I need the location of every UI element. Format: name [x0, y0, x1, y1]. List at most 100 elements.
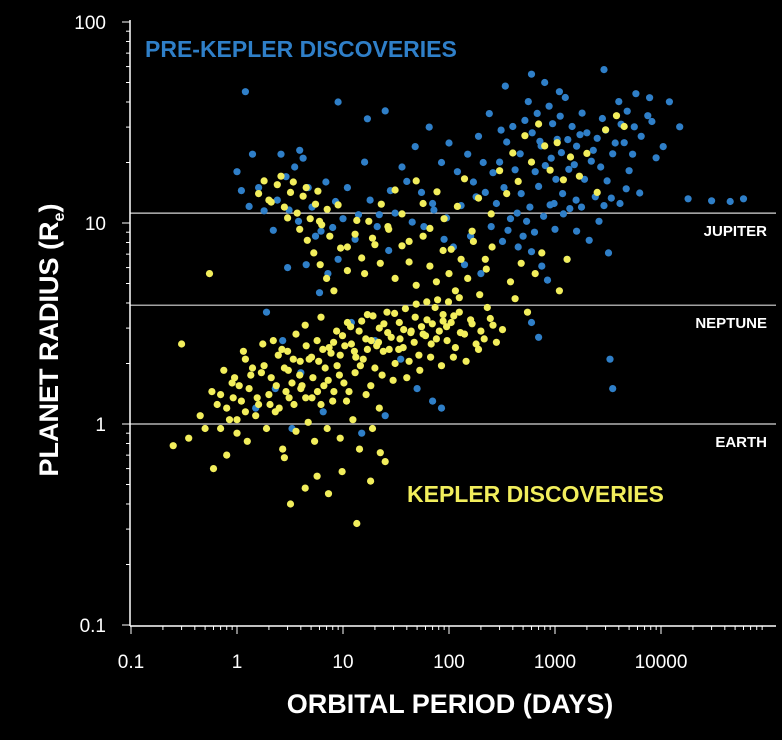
kepler-point — [267, 374, 275, 382]
kepler-point — [209, 465, 218, 473]
kepler-point — [292, 330, 300, 338]
kepler-point — [255, 190, 263, 198]
kepler-point — [241, 408, 249, 416]
pre-kepler-point — [339, 215, 347, 223]
kepler-point — [460, 175, 469, 183]
y-axis-title-subscript: e — [51, 212, 68, 221]
kepler-point — [324, 376, 332, 384]
kepler-point — [233, 429, 241, 437]
kepler-point — [325, 344, 333, 352]
kepler-point — [330, 388, 338, 396]
kepler-point — [496, 167, 504, 175]
pre-kepler-point — [492, 199, 500, 208]
kepler-point — [432, 278, 440, 286]
pre-kepler-point — [600, 202, 608, 210]
pre-kepler-point — [403, 177, 411, 185]
pre-kepler-point — [726, 197, 734, 206]
pre-kepler-point — [361, 158, 369, 166]
pre-kepler-point — [317, 227, 325, 235]
kepler-point — [288, 379, 296, 387]
pre-kepler-point — [550, 199, 558, 208]
kepler-point — [400, 326, 408, 334]
kepler-point — [201, 424, 209, 433]
pre-kepler-point — [606, 355, 614, 363]
kepler-point — [330, 338, 338, 346]
pre-kepler-point — [294, 217, 303, 225]
x-tick-label: 100 — [433, 652, 465, 673]
kepler-point — [315, 217, 324, 225]
kepler-point — [405, 237, 413, 245]
pre-kepler-point — [430, 206, 438, 214]
pre-kepler-point — [496, 158, 504, 166]
pre-kepler-point — [514, 243, 522, 251]
pre-kepler-point — [566, 205, 574, 213]
kepler-point — [286, 188, 295, 196]
kepler-point — [340, 379, 348, 387]
pre-kepler-point — [398, 163, 406, 171]
pre-kepler-point — [622, 185, 630, 193]
pre-kepler-point — [487, 223, 495, 231]
pre-kepler-point — [565, 165, 573, 173]
kepler-point — [319, 345, 327, 353]
pre-kepler-point — [530, 228, 539, 236]
kepler-point — [286, 500, 295, 508]
pre-kepler-point — [576, 131, 584, 139]
kepler-point — [523, 308, 532, 316]
kepler-point — [398, 242, 406, 250]
pre-kepler-point — [245, 202, 253, 210]
axes: 0.1 1 10 100 1000 10000 0.1 1 10 100 — [74, 13, 776, 673]
kepler-point — [412, 177, 420, 185]
pre-kepler-point — [381, 412, 389, 420]
kepler-point — [356, 362, 364, 370]
y-axis-title-main: PLANET RADIUS (R — [34, 221, 64, 476]
pre-kepler-point — [311, 232, 320, 240]
kepler-point — [421, 332, 430, 340]
kepler-point — [476, 291, 484, 299]
pre-kepler-point — [623, 107, 631, 115]
kepler-point — [333, 327, 341, 335]
kepler-point — [423, 298, 431, 306]
pre-kepler-point — [521, 116, 529, 124]
pre-kepler-point — [527, 70, 536, 78]
pre-kepler-point — [302, 261, 310, 269]
pre-kepler-point — [477, 270, 485, 278]
kepler-point — [279, 445, 287, 453]
kepler-point — [398, 210, 406, 218]
pre-kepler-point — [322, 178, 330, 186]
pre-kepler-point — [524, 98, 532, 106]
pre-kepler-point — [385, 246, 393, 255]
kepler-point — [419, 232, 427, 240]
pre-kepler-series-label: PRE-KEPLER DISCOVERIES — [145, 36, 457, 62]
kepler-point — [468, 227, 476, 235]
kepler-point — [368, 234, 377, 242]
x-tick-label: 10 — [332, 652, 353, 673]
pre-kepler-point — [453, 168, 461, 176]
pre-kepler-point — [363, 115, 371, 123]
kepler-point — [284, 347, 292, 355]
pre-kepler-point — [538, 262, 546, 270]
kepler-point — [456, 329, 464, 337]
kepler-point — [367, 382, 375, 390]
kepler-point — [412, 281, 420, 289]
kepler-point — [302, 394, 310, 402]
pre-kepler-point — [607, 194, 615, 202]
kepler-point — [299, 192, 307, 200]
pre-kepler-point — [585, 236, 593, 244]
kepler-point — [482, 265, 490, 273]
kepler-point — [353, 519, 361, 528]
pre-kepler-point — [597, 163, 605, 171]
pre-kepler-point — [506, 215, 515, 223]
kepler-point — [427, 353, 435, 361]
pre-kepler-point — [604, 249, 613, 257]
kepler-point — [469, 237, 477, 245]
kepler-point — [506, 278, 515, 286]
pre-kepler-point — [358, 429, 366, 437]
kepler-point — [178, 340, 186, 348]
kepler-point — [371, 364, 379, 372]
pre-kepler-point — [319, 408, 327, 416]
kepler-point — [241, 355, 249, 363]
pre-kepler-point — [684, 195, 692, 203]
pre-kepler-point — [354, 211, 363, 219]
kepler-point — [488, 243, 496, 251]
kepler-point — [415, 351, 423, 359]
